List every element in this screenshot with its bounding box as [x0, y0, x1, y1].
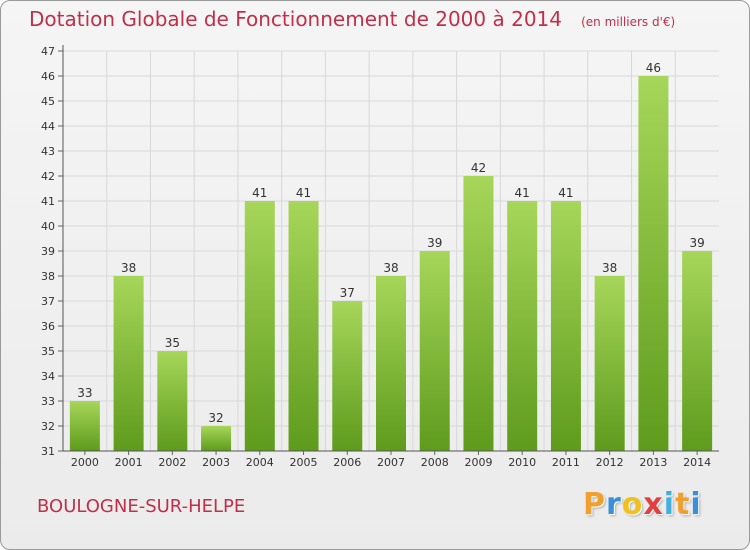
y-tick-label: 39 [41, 245, 55, 258]
x-tick-label-2012: 2012 [596, 456, 624, 469]
title-row: Dotation Globale de Fonctionnement de 20… [29, 7, 675, 31]
value-label-2010: 41 [515, 186, 530, 200]
x-tick-label-2007: 2007 [377, 456, 405, 469]
y-tick-label: 32 [41, 420, 55, 433]
logo-letter: i [690, 487, 702, 522]
bar-2012[interactable] [594, 276, 625, 451]
bar-2011[interactable] [550, 201, 581, 451]
bar-2003[interactable] [201, 426, 232, 451]
x-tick-label-2006: 2006 [333, 456, 361, 469]
y-tick-label: 41 [41, 195, 55, 208]
bar-2002[interactable] [157, 351, 188, 451]
x-tick-label-2003: 2003 [202, 456, 230, 469]
y-tick-label: 44 [41, 120, 55, 133]
commune-name: BOULOGNE-SUR-HELPE [37, 496, 246, 517]
x-tick-label-2013: 2013 [639, 456, 667, 469]
y-tick-label: 33 [41, 395, 55, 408]
value-label-2001: 38 [121, 261, 136, 275]
x-tick-label-2008: 2008 [421, 456, 449, 469]
x-tick-label-2004: 2004 [246, 456, 274, 469]
bar-2009[interactable] [463, 176, 494, 451]
bar-2006[interactable] [332, 301, 363, 451]
logo-letter: x [643, 487, 664, 522]
bar-2010[interactable] [507, 201, 538, 451]
x-tick-label-2010: 2010 [508, 456, 536, 469]
x-tick-label-2011: 2011 [552, 456, 580, 469]
x-tick-label-2005: 2005 [290, 456, 318, 469]
value-label-2012: 38 [602, 261, 617, 275]
bar-2005[interactable] [288, 201, 319, 451]
value-label-2004: 41 [252, 186, 267, 200]
y-tick-label: 42 [41, 170, 55, 183]
value-label-2009: 42 [471, 161, 486, 175]
value-label-2002: 35 [165, 336, 180, 350]
x-tick-label-2009: 2009 [464, 456, 492, 469]
logo-letter: r [606, 487, 622, 522]
axes: 31 32 33 34 35 36 37 38 39 40 41 42 43 44 45 46 47 2000 20… [41, 45, 719, 469]
logo-letter: t [675, 487, 691, 522]
y-tick-label: 43 [41, 145, 55, 158]
chart-subtitle: (en milliers d'€) [581, 15, 676, 29]
y-tick-label: 31 [41, 445, 55, 458]
value-label-2008: 39 [427, 236, 442, 250]
y-tick-label: 37 [41, 295, 55, 308]
x-tick-label-2000: 2000 [71, 456, 99, 469]
value-label-2011: 41 [558, 186, 573, 200]
x-tick-label-2001: 2001 [115, 456, 143, 469]
x-tick-label-2014: 2014 [683, 456, 711, 469]
y-tick-label: 40 [41, 220, 55, 233]
y-tick-label: 46 [41, 70, 55, 83]
bar-2001[interactable] [113, 276, 144, 451]
value-label-2013: 46 [646, 61, 661, 75]
bar-2013[interactable] [638, 76, 669, 451]
value-label-2014: 39 [689, 236, 704, 250]
logo-letter: i [663, 487, 676, 522]
proxiti-logo[interactable]: Proxiti [583, 487, 702, 522]
logo-letter: P [583, 487, 606, 522]
value-label-2007: 38 [383, 261, 398, 275]
y-tick-label: 38 [41, 270, 55, 283]
bar-2007[interactable] [376, 276, 406, 451]
value-label-2003: 32 [208, 411, 223, 425]
chart-title: Dotation Globale de Fonctionnement de 20… [29, 7, 562, 31]
bar-2004[interactable] [244, 201, 275, 451]
y-tick-label: 47 [41, 45, 55, 58]
y-tick-label: 35 [41, 345, 55, 358]
value-label-2006: 37 [340, 286, 355, 300]
bar-2008[interactable] [419, 251, 450, 451]
value-label-2000: 33 [77, 386, 92, 400]
x-tick-label-2002: 2002 [158, 456, 186, 469]
logo-letter: o [621, 487, 644, 522]
bar-2000[interactable] [69, 401, 100, 451]
bar-2014[interactable] [682, 251, 713, 451]
y-tick-label: 45 [41, 95, 55, 108]
value-label-2005: 41 [296, 186, 311, 200]
bars: 33 38 35 32 41 41 37 38 39 42 41 41 38 46 39 [69, 61, 713, 451]
y-tick-label: 34 [41, 370, 55, 383]
y-tick-label: 36 [41, 320, 55, 333]
